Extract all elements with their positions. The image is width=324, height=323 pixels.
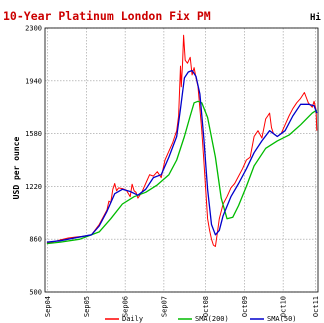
x-tick-label: Sep07: [160, 296, 168, 317]
y-tick-label: 1940: [25, 77, 42, 85]
y-tick-label: 1220: [25, 183, 42, 191]
x-tick-label: Oct11: [312, 296, 320, 317]
plot-border: [44, 27, 319, 293]
series-line-sma50: [46, 69, 318, 243]
legend: Daily SMA(200) SMA(50): [105, 315, 297, 323]
y-tick-label: 500: [29, 289, 42, 297]
legend-label-sma50: SMA(50): [267, 315, 297, 323]
series-line-sma200: [46, 100, 318, 245]
plot-background: [45, 28, 318, 292]
x-tick-label: Oct10: [280, 296, 288, 317]
y-tick-label: 860: [29, 236, 42, 244]
x-tick-label: Sep05: [83, 296, 91, 317]
y-axis-label: USD per ounce: [12, 137, 21, 200]
y-tick-label: 2300: [25, 25, 42, 33]
x-tick-label: Sep04: [44, 296, 52, 317]
y-tick-label: 1580: [25, 130, 42, 138]
chart-title-right-fragment: Hi: [310, 12, 321, 23]
legend-label-sma200: SMA(200): [195, 315, 229, 323]
legend-label-daily: Daily: [122, 315, 143, 323]
plot-area: 500 860 1220 1580 1940 2300 Sep04 Sep05 Sep06 Sep…: [25, 25, 320, 318]
series-line-daily: [46, 34, 318, 247]
chart-title: 10-Year Platinum London Fix PM: [3, 9, 211, 23]
x-tick-label: Oct08: [202, 296, 210, 317]
x-tick-label: Oct09: [241, 296, 249, 317]
x-tick-label: Sep06: [122, 296, 130, 317]
